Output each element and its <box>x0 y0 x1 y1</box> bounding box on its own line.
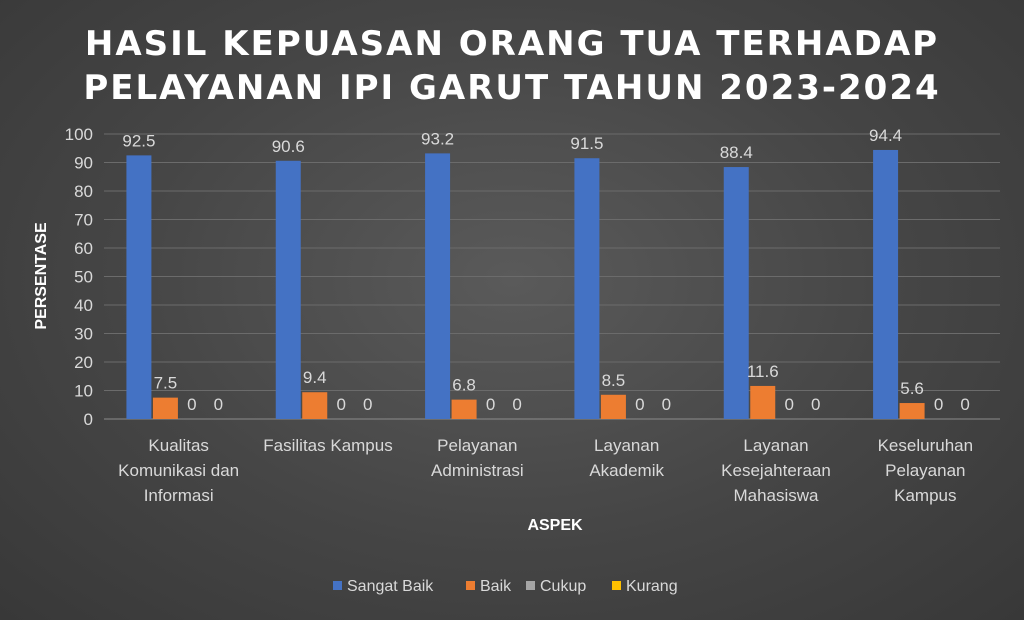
legend-swatch <box>466 581 475 590</box>
legend-swatch <box>526 581 535 590</box>
bar <box>723 167 749 419</box>
data-label: 0 <box>934 395 943 414</box>
legend-label: Cukup <box>540 578 586 595</box>
gridlines <box>104 133 1000 420</box>
bar <box>152 397 178 419</box>
data-label: 9.4 <box>303 368 327 387</box>
x-tick-label: Komunikasi dan <box>118 461 239 480</box>
data-label: 0 <box>635 395 644 414</box>
x-tick-label: Kesejahteraan <box>721 461 831 480</box>
y-tick-label: 60 <box>74 239 93 258</box>
data-label: 92.5 <box>122 131 155 150</box>
bar <box>425 153 451 419</box>
data-label: 0 <box>785 395 794 414</box>
data-label: 0 <box>486 395 495 414</box>
legend-label: Sangat Baik <box>347 578 434 595</box>
x-tick-label: Layanan <box>743 436 808 455</box>
legend-label: Kurang <box>626 578 678 595</box>
y-tick-label: 0 <box>84 410 93 429</box>
y-axis: 0 10 20 30 40 50 60 70 80 90 100 <box>65 125 93 429</box>
bar <box>899 403 925 419</box>
data-label: 94.4 <box>869 126 902 145</box>
y-tick-label: 40 <box>74 296 93 315</box>
y-tick-label: 80 <box>74 182 93 201</box>
x-tick-label: Pelayanan <box>437 436 517 455</box>
legend: Sangat Baik Baik Cukup Kurang <box>333 578 678 595</box>
y-tick-label: 10 <box>74 382 93 401</box>
data-label: 0 <box>960 395 969 414</box>
x-axis: Kualitas Komunikasi dan Informasi Fasilitas… <box>118 436 973 505</box>
legend-label: Baik <box>480 578 512 595</box>
x-tick-label: Informasi <box>144 486 214 505</box>
bars <box>126 149 925 420</box>
data-label: 6.8 <box>452 376 476 395</box>
x-axis-label: ASPEK <box>527 517 583 534</box>
data-label: 0 <box>662 395 671 414</box>
x-tick-label: Administrasi <box>431 461 524 480</box>
data-label: 11.6 <box>747 362 779 381</box>
data-label: 90.6 <box>272 137 305 156</box>
x-tick-label: Akademik <box>589 461 664 480</box>
data-label: 0 <box>512 395 521 414</box>
data-label: 0 <box>214 395 223 414</box>
bar <box>275 160 301 420</box>
y-tick-label: 100 <box>65 125 93 144</box>
data-label: 93.2 <box>421 129 454 148</box>
x-tick-label: Layanan <box>594 436 659 455</box>
data-label: 7.5 <box>154 374 178 393</box>
bar <box>574 158 600 419</box>
legend-swatch <box>333 581 342 590</box>
bar <box>600 394 626 419</box>
y-axis-label: PERSENTASE <box>33 222 50 330</box>
chart-title-line-1: HASIL KEPUASAN ORANG TUA TERHADAP <box>84 24 940 64</box>
data-label: 0 <box>187 395 196 414</box>
y-tick-label: 90 <box>74 154 93 173</box>
data-label: 88.4 <box>720 143 753 162</box>
x-tick-label: Fasilitas Kampus <box>263 436 392 455</box>
legend-swatch <box>612 581 621 590</box>
data-label: 0 <box>363 395 372 414</box>
bar <box>451 399 477 419</box>
y-tick-label: 50 <box>74 268 93 287</box>
data-label: 0 <box>337 395 346 414</box>
bar <box>302 392 328 419</box>
x-tick-label: Keseluruhan <box>878 436 973 455</box>
bar <box>126 155 152 419</box>
bar <box>873 149 899 419</box>
y-tick-label: 30 <box>74 325 93 344</box>
y-tick-label: 20 <box>74 353 93 372</box>
data-label: 5.6 <box>900 379 924 398</box>
bar <box>750 385 776 419</box>
chart-title-line-2: PELAYANAN IPI GARUT TAHUN 2023-2024 <box>83 68 941 108</box>
data-label: 8.5 <box>602 371 626 390</box>
x-tick-label: Mahasiswa <box>733 486 819 505</box>
x-tick-label: Pelayanan <box>885 461 965 480</box>
x-tick-label: Kualitas <box>148 436 208 455</box>
x-tick-label: Kampus <box>894 486 956 505</box>
data-labels: 92.57.50 090.69.40 093.26.80 091.58.50 088.4… <box>122 126 969 414</box>
data-label: 91.5 <box>570 134 603 153</box>
data-label: 0 <box>811 395 820 414</box>
y-tick-label: 70 <box>74 211 93 230</box>
chart-title: HASIL KEPUASAN ORANG TUA TERHADAP PELAYA… <box>0 22 1024 110</box>
